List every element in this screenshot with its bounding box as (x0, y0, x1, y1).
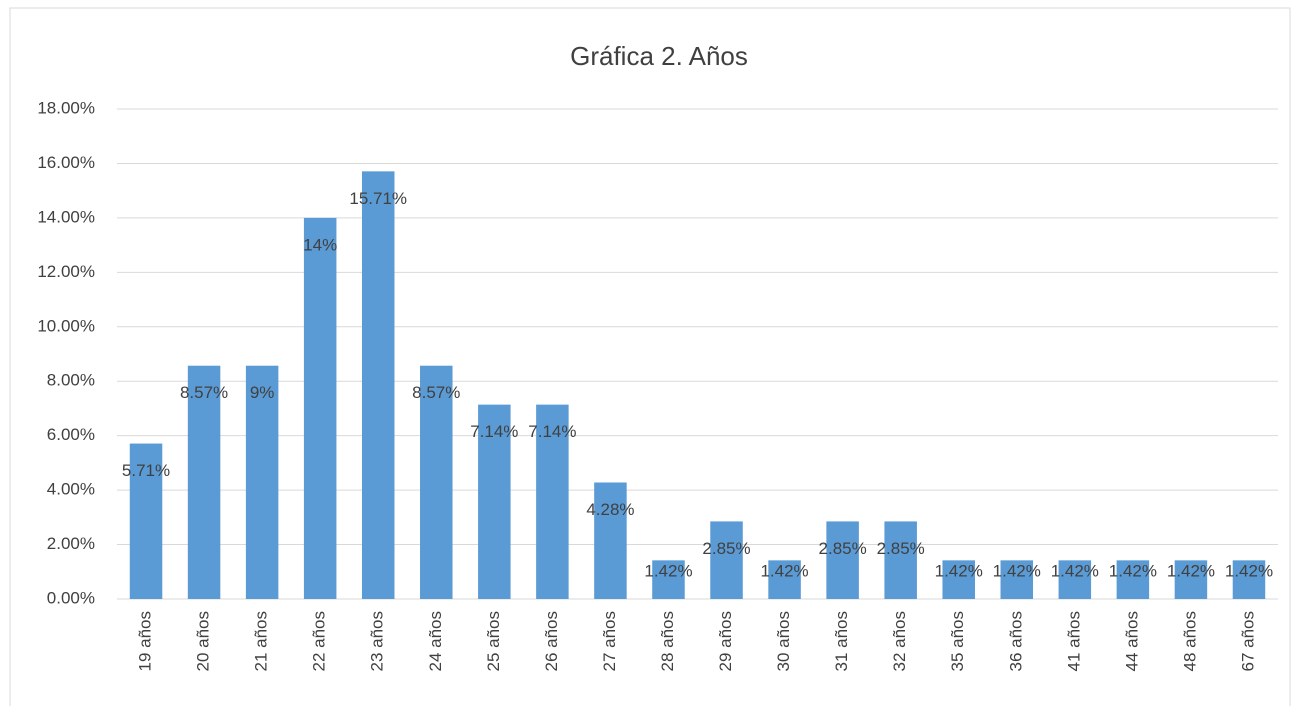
bar (652, 560, 685, 599)
x-tick-label: 48 años (1180, 611, 1199, 672)
y-tick-label: 14.00% (37, 207, 95, 226)
bar (303, 217, 337, 599)
bar (884, 521, 917, 599)
data-label: 1.42% (644, 561, 692, 580)
x-tick-label: 29 años (716, 611, 735, 672)
x-tick-label: 20 años (194, 611, 213, 672)
y-tick-label: 2.00% (47, 534, 95, 553)
bar (1232, 560, 1266, 599)
bar (420, 365, 453, 599)
bar (710, 521, 743, 599)
x-tick-label: 23 años (368, 611, 387, 672)
data-label: 5.71% (122, 461, 170, 480)
data-label: 1.42% (1051, 561, 1099, 580)
y-tick-label: 6.00% (47, 425, 95, 444)
data-label: 14% (303, 235, 337, 254)
bar (536, 404, 569, 599)
x-tick-label: 26 años (542, 611, 561, 672)
bar (594, 482, 627, 599)
data-label: 8.57% (412, 383, 460, 402)
x-tick-label: 67 años (1238, 611, 1257, 672)
y-tick-label: 4.00% (47, 480, 95, 499)
x-tick-label: 24 años (426, 611, 445, 672)
data-label: 1.42% (760, 561, 808, 580)
data-label: 8.57% (180, 383, 228, 402)
bar (245, 365, 279, 599)
bar (1000, 560, 1034, 599)
y-tick-label: 16.00% (37, 153, 95, 172)
bar (478, 404, 511, 599)
data-label: 15.71% (349, 189, 407, 208)
bar (942, 560, 975, 599)
x-tick-label: 44 años (1122, 611, 1141, 672)
data-label: 4.28% (586, 500, 634, 519)
data-label: 7.14% (470, 422, 518, 441)
x-tick-label: 35 años (948, 611, 967, 672)
x-tick-label: 25 años (484, 611, 503, 672)
bar (361, 171, 395, 600)
x-tick-label: 27 años (600, 611, 619, 672)
bar (1174, 560, 1208, 599)
chart-border (9, 7, 1291, 706)
y-tick-label: 18.00% (37, 98, 95, 117)
data-label: 9% (250, 383, 275, 402)
x-tick-label: 31 años (832, 611, 851, 672)
y-tick-label: 12.00% (37, 262, 95, 281)
x-tick-label: 36 años (1006, 611, 1025, 672)
x-tick-label: 22 años (310, 611, 329, 672)
x-tick-label: 32 años (890, 611, 909, 672)
data-label: 1.42% (1109, 561, 1157, 580)
bar (768, 560, 801, 599)
bar (826, 521, 859, 599)
x-tick-label: 19 años (136, 611, 155, 672)
data-label: 1.42% (1225, 561, 1273, 580)
bar (129, 443, 163, 599)
x-tick-label: 30 años (774, 611, 793, 672)
bar (187, 365, 221, 599)
data-label: 1.42% (993, 561, 1041, 580)
x-tick-label: 21 años (252, 611, 271, 672)
bar (1058, 560, 1092, 599)
x-tick-label: 41 años (1064, 611, 1083, 672)
data-label: 2.85% (819, 539, 867, 558)
data-label: 1.42% (935, 561, 983, 580)
chart-title: Gráfica 2. Años (570, 41, 748, 71)
x-tick-label: 28 años (658, 611, 677, 672)
data-label: 2.85% (877, 539, 925, 558)
y-tick-label: 0.00% (47, 588, 95, 607)
data-label: 2.85% (702, 539, 750, 558)
y-tick-label: 10.00% (37, 316, 95, 335)
bar (1116, 560, 1150, 599)
y-tick-label: 8.00% (47, 371, 95, 390)
data-label: 1.42% (1167, 561, 1215, 580)
data-label: 7.14% (528, 422, 576, 441)
